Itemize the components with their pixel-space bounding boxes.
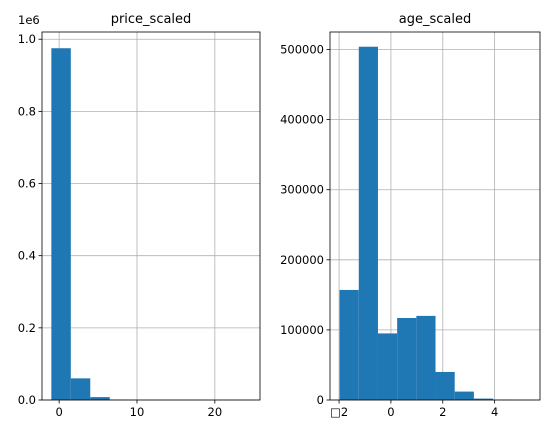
age-scaled-panel: age_scaled □2 0 2 4 0 100000 200000 300000 40000…: [280, 12, 541, 419]
axes-frame: [41, 31, 261, 401]
histogram-bar: [397, 317, 417, 400]
x-tick-label: 0: [55, 405, 62, 419]
histogram-bar: [90, 397, 110, 400]
bars: [51, 48, 188, 401]
y-offset-text: 1e6: [18, 13, 40, 27]
histogram-bar: [473, 398, 494, 400]
x-tick-label: 20: [208, 405, 223, 419]
y-tick-label: 1.0: [18, 32, 36, 46]
histogram-bar: [358, 46, 378, 400]
histogram-bar: [51, 48, 71, 401]
y-tick-label: 0.4: [18, 249, 36, 263]
y-tick-label: 0.6: [18, 177, 36, 191]
histogram-bar: [377, 333, 398, 400]
histogram-bar: [454, 391, 474, 400]
x-tick-label: 0: [387, 405, 394, 419]
histogram-bar: [416, 315, 436, 400]
y-tick-label: 500000: [280, 43, 324, 57]
x-tick-label: □2: [330, 405, 348, 419]
x-tick-label: 4: [491, 405, 498, 419]
y-tick-label: 200000: [280, 253, 324, 267]
histogram-bar: [435, 371, 455, 400]
chart-title: age_scaled: [399, 12, 471, 27]
grid: [42, 32, 260, 401]
x-tick-label: 2: [439, 405, 446, 419]
chart-title: price_scaled: [111, 12, 192, 27]
y-tick-label: 0.8: [18, 104, 36, 118]
y-tick-label: 400000: [280, 113, 324, 127]
y-tick-label: 300000: [280, 183, 324, 197]
y-tick-label: 100000: [280, 323, 324, 337]
y-tick-label: 0.0: [18, 393, 36, 407]
histogram-bar: [339, 289, 359, 400]
price-scaled-panel: price_scaled 1e6 0 10 20 0.0 0.2 0.4 0.6 0.8 1.0: [18, 12, 261, 419]
bars: [339, 46, 532, 400]
y-tick-label: 0: [317, 393, 324, 407]
x-tick-label: 10: [130, 405, 145, 419]
histogram-bar: [70, 378, 91, 400]
y-tick-label: 0.2: [18, 321, 36, 335]
axes-frame: [329, 31, 541, 401]
